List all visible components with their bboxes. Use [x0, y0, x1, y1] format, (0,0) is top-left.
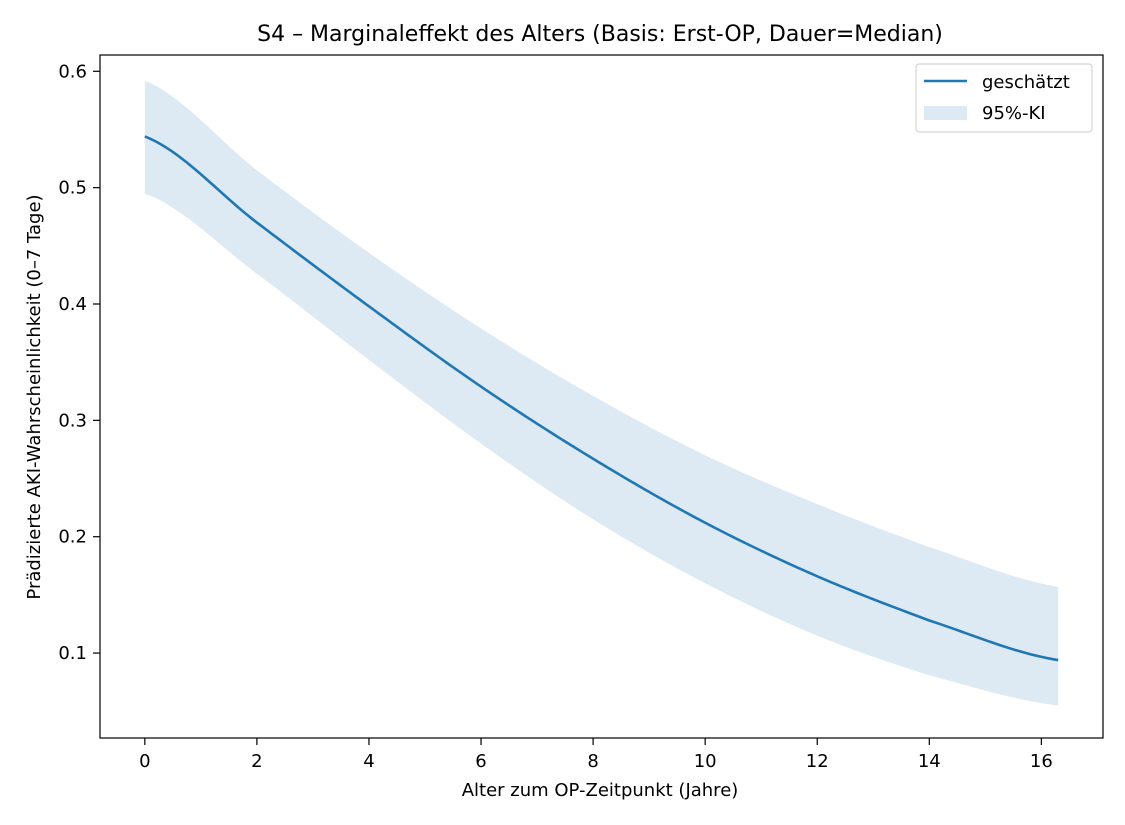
- x-tick-label: 2: [251, 751, 262, 772]
- y-tick-label: 0.4: [58, 294, 87, 315]
- x-axis-ticks: 0 2 4 6 8 10 12 14 16: [139, 738, 1053, 772]
- estimate-line: [144, 135, 1059, 662]
- axes-frame: [99, 54, 1104, 739]
- x-tick-label: 14: [918, 751, 941, 772]
- x-tick-label: 12: [806, 751, 829, 772]
- x-tick-label: 0: [139, 751, 150, 772]
- x-tick-label: 16: [1030, 751, 1053, 772]
- legend-label-estimate: geschätzt: [982, 72, 1070, 93]
- x-tick-label: 10: [694, 751, 717, 772]
- x-tick-label: 4: [363, 751, 374, 772]
- x-tick-label: 8: [587, 751, 598, 772]
- confidence-band: [144, 80, 1059, 706]
- y-tick-label: 0.2: [58, 527, 87, 548]
- chart-title: S4 – Marginaleffekt des Alters (Basis: E…: [257, 22, 943, 47]
- y-axis-label: Prädizierte AKI-Wahrscheinlichkeit (0–7 …: [24, 194, 45, 599]
- legend: geschätzt 95%-KI: [915, 63, 1093, 133]
- y-tick-label: 0.3: [58, 410, 87, 431]
- legend-band-swatch: [924, 106, 967, 120]
- legend-label-ci: 95%-KI: [982, 103, 1046, 124]
- y-tick-label: 0.6: [58, 61, 87, 82]
- y-tick-label: 0.1: [58, 643, 87, 664]
- x-tick-label: 6: [475, 751, 486, 772]
- y-tick-label: 0.5: [58, 178, 87, 199]
- x-axis-label: Alter zum OP-Zeitpunkt (Jahre): [462, 780, 739, 801]
- plot-area: [144, 80, 1059, 706]
- y-axis-ticks: 0.1 0.2 0.3 0.4 0.5 0.6: [58, 61, 100, 664]
